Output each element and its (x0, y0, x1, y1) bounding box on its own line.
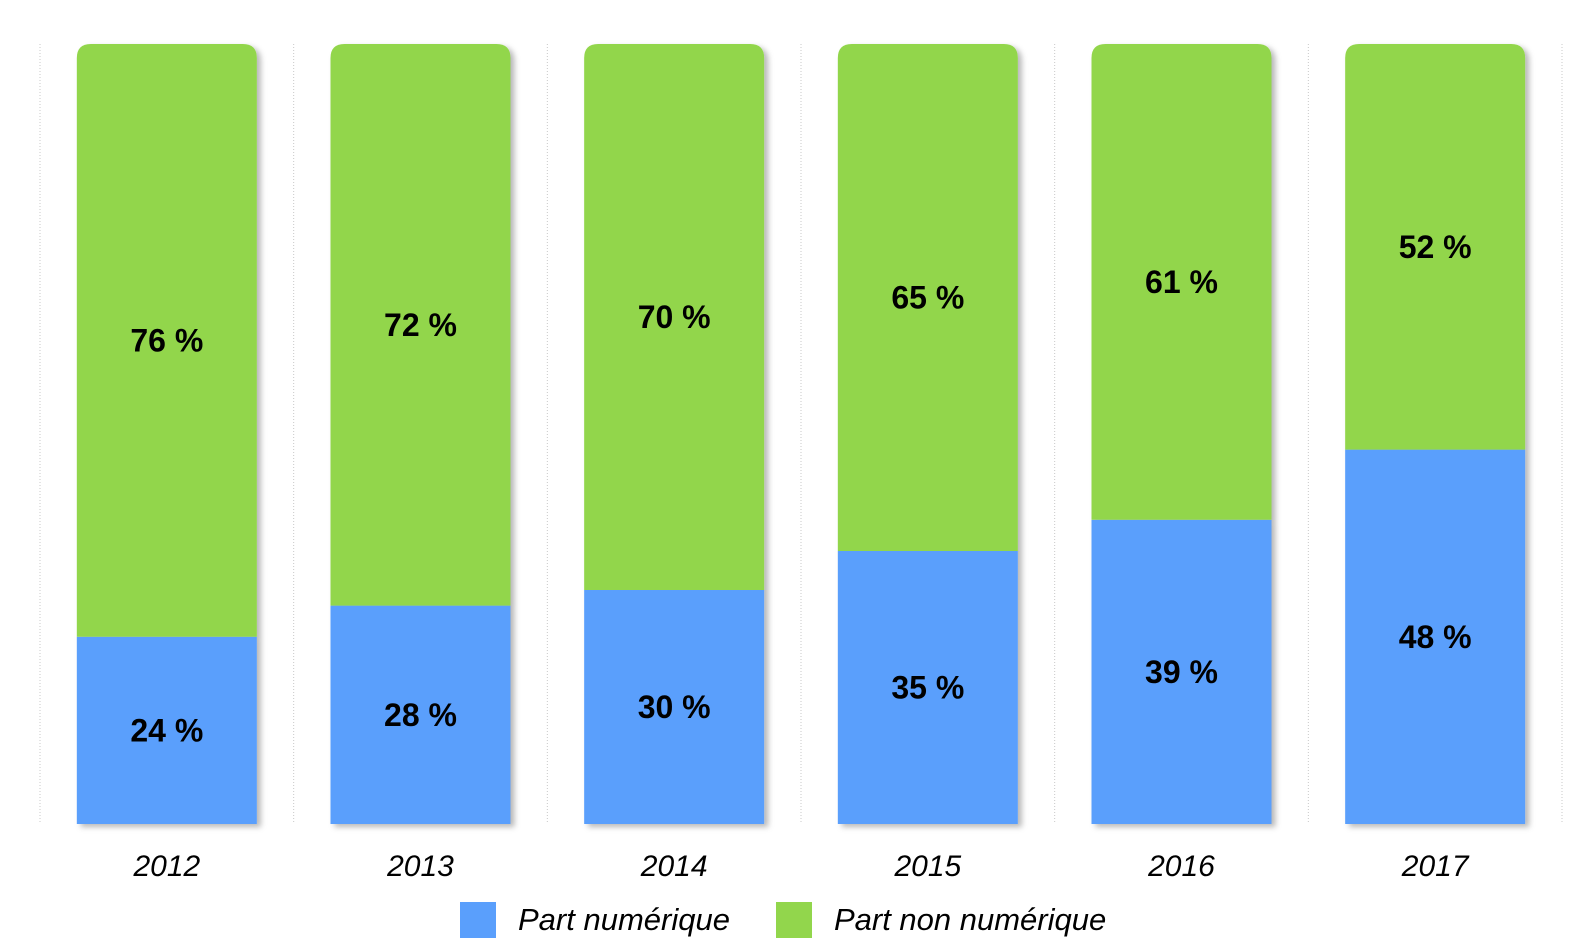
legend-item-non-numerique: Part non numérique (775, 902, 1107, 938)
legend: Part numérique Part non numérique (460, 900, 1152, 940)
bar-group-2013 (330, 44, 511, 824)
data-label-numerique-2012: 24 % (130, 712, 203, 748)
bar-group-2015 (837, 44, 1018, 824)
x-tick-label-2016: 2016 (1147, 850, 1215, 883)
bar-non-numerique-2012 (76, 44, 257, 637)
data-label-non-numerique-2013: 72 % (384, 307, 457, 343)
data-label-non-numerique-2014: 70 % (638, 299, 711, 335)
data-label-non-numerique-2012: 76 % (130, 322, 203, 358)
legend-swatch-non-numerique (775, 902, 812, 938)
legend-item-numerique: Part numérique (460, 902, 730, 938)
bar-numerique-2015 (837, 551, 1018, 824)
bar-non-numerique-2013 (330, 44, 511, 606)
x-tick-label-2017: 2017 (1401, 850, 1470, 883)
bar-non-numerique-2017 (1345, 44, 1526, 450)
bar-numerique-2013 (330, 605, 511, 824)
data-label-numerique-2017: 48 % (1399, 619, 1472, 655)
bar-numerique-2012 (76, 636, 257, 824)
data-label-numerique-2014: 30 % (638, 689, 711, 725)
bar-non-numerique-2014 (584, 44, 765, 590)
data-label-numerique-2015: 35 % (891, 670, 964, 706)
data-label-numerique-2013: 28 % (384, 697, 457, 733)
bar-non-numerique-2015 (837, 44, 1018, 551)
x-tick-label-2013: 2013 (386, 850, 454, 883)
data-label-numerique-2016: 39 % (1145, 654, 1218, 690)
data-label-non-numerique-2015: 65 % (891, 280, 964, 316)
legend-swatch-numerique (460, 902, 496, 938)
bar-numerique-2016 (1091, 519, 1272, 824)
legend-label-numerique: Part numérique (518, 902, 730, 937)
legend-label-non-numerique: Part non numérique (833, 902, 1107, 937)
bar-group-2017 (1345, 44, 1526, 824)
bar-group-2016 (1091, 44, 1272, 824)
data-label-non-numerique-2016: 61 % (1145, 264, 1218, 300)
x-tick-label-2014: 2014 (640, 850, 708, 883)
bar-non-numerique-2016 (1091, 44, 1272, 520)
bar-numerique-2014 (584, 590, 765, 824)
x-tick-label-2012: 2012 (132, 850, 200, 883)
bar-group-2012 (76, 44, 257, 824)
data-label-non-numerique-2017: 52 % (1399, 229, 1472, 265)
x-tick-label-2015: 2015 (893, 850, 961, 883)
bar-numerique-2017 (1345, 449, 1526, 824)
bar-group-2014 (584, 44, 765, 824)
